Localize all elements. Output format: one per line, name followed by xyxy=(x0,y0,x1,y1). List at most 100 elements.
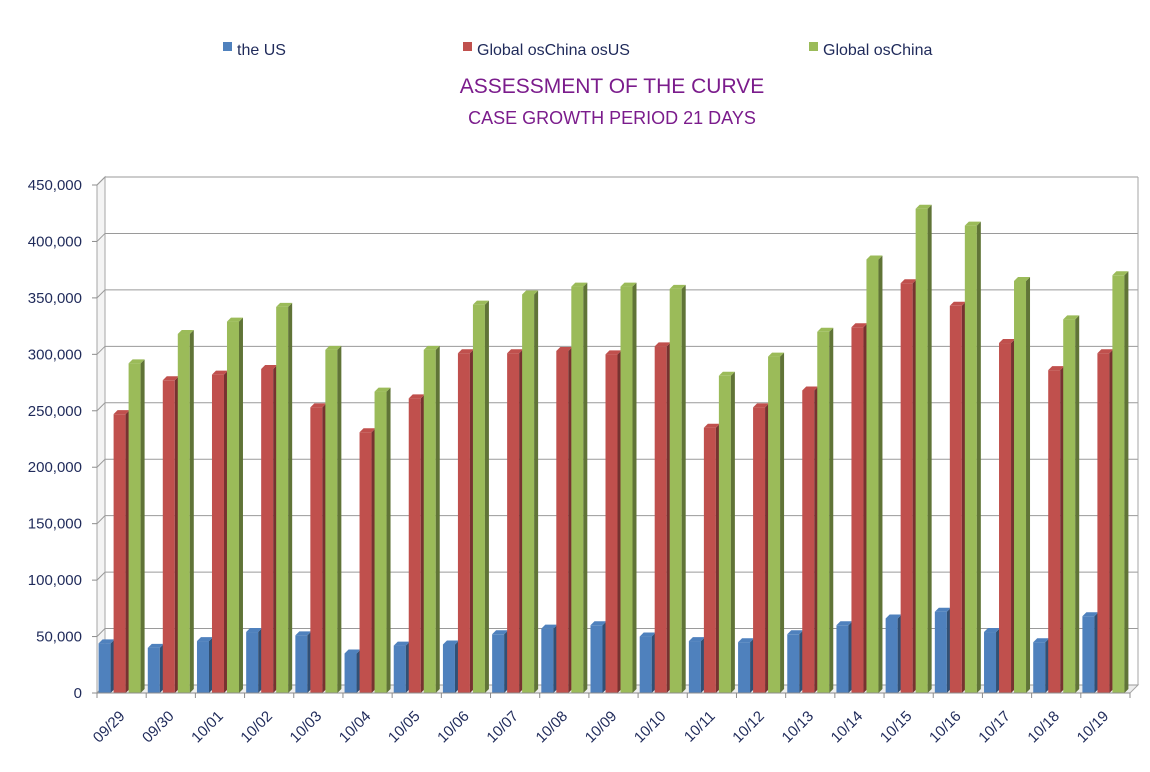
bar xyxy=(98,643,111,693)
bar-top xyxy=(753,403,770,408)
x-tick-label: 10/15 xyxy=(877,708,916,747)
bar-top xyxy=(768,352,785,357)
x-tick-label: 10/19 xyxy=(1074,708,1113,747)
bar xyxy=(226,321,239,693)
bar xyxy=(984,632,997,693)
bar xyxy=(688,641,701,693)
bar xyxy=(541,628,554,693)
bar-top xyxy=(295,631,312,636)
bar-top xyxy=(492,630,509,635)
x-tick-label: 10/10 xyxy=(631,708,670,747)
x-tick-label: 10/11 xyxy=(681,708,719,746)
bar xyxy=(295,635,308,693)
bar-top xyxy=(147,643,164,648)
legend-item-global-oschina-osus: Global osChina osUS xyxy=(463,42,630,59)
x-tick-label: 10/18 xyxy=(1024,708,1063,747)
bar xyxy=(492,634,505,693)
bar-top xyxy=(310,403,327,408)
bar-top xyxy=(211,370,228,375)
bar-top xyxy=(571,282,588,287)
bar-top xyxy=(408,394,425,399)
plot-area: 0 50,000 100,000 150,000 200,000 250,000 300,0… xyxy=(28,175,1140,747)
bar-top xyxy=(866,255,883,260)
gridline xyxy=(96,628,1138,637)
bar xyxy=(423,349,436,693)
bar-top xyxy=(934,607,951,612)
gridline xyxy=(96,402,1138,412)
bar xyxy=(147,647,160,693)
bar-top xyxy=(541,624,558,629)
bar xyxy=(885,618,898,693)
bar xyxy=(442,644,455,693)
bar-top xyxy=(359,428,376,433)
bar xyxy=(162,380,175,693)
bar-side xyxy=(189,330,194,693)
bar xyxy=(393,645,406,693)
bar-side xyxy=(681,284,686,693)
bar-top xyxy=(1063,315,1080,320)
bar xyxy=(1097,353,1110,693)
legend-swatch-global-oschina-osus xyxy=(463,42,472,51)
bar-top xyxy=(999,339,1016,344)
y-tick-label: 400,000 xyxy=(28,233,82,250)
bar-top xyxy=(1097,349,1114,354)
x-tick-label: 10/16 xyxy=(926,708,965,747)
bar xyxy=(556,350,569,693)
gridline xyxy=(96,289,1138,299)
bar xyxy=(836,625,849,693)
bar-top xyxy=(738,638,755,643)
x-tick-label: 10/09 xyxy=(582,708,621,747)
bar-top xyxy=(261,365,278,370)
bar xyxy=(949,305,962,693)
bar-side xyxy=(632,282,637,693)
bar-top xyxy=(457,349,474,354)
chart-subtitle: CASE GROWTH PERIOD 21 DAYS xyxy=(468,108,756,128)
bar xyxy=(851,327,864,693)
bar-top xyxy=(128,359,145,364)
bar-top xyxy=(276,302,293,307)
x-tick-label: 10/13 xyxy=(779,708,818,747)
bar xyxy=(177,334,190,693)
x-tick-label: 10/05 xyxy=(385,708,424,747)
bar xyxy=(1082,616,1095,693)
bar xyxy=(718,375,731,693)
bar xyxy=(1048,370,1061,693)
bar-side xyxy=(927,204,932,693)
bar-top xyxy=(98,639,115,644)
bar-top xyxy=(915,204,932,209)
bar-side xyxy=(337,345,342,693)
bar-side xyxy=(1124,271,1129,693)
bar xyxy=(507,353,520,693)
bar xyxy=(374,391,387,693)
bar xyxy=(276,306,289,693)
bar-top xyxy=(1082,612,1099,617)
bar xyxy=(128,363,141,693)
y-tick-label: 0 xyxy=(74,685,82,702)
bar-top xyxy=(393,641,410,646)
bar xyxy=(113,414,126,693)
bar-top xyxy=(703,423,720,428)
bar xyxy=(768,356,781,693)
y-tick-label: 350,000 xyxy=(28,290,82,307)
bar-side xyxy=(238,317,243,693)
bar-top xyxy=(964,221,981,226)
bar xyxy=(196,641,209,693)
bar-top xyxy=(669,284,686,289)
bar-top xyxy=(885,614,902,619)
bar-top xyxy=(1112,271,1129,276)
bar xyxy=(571,286,584,693)
bar-side xyxy=(140,359,145,693)
bar xyxy=(1014,280,1027,693)
x-tick-label: 09/29 xyxy=(90,708,129,747)
bar xyxy=(246,632,259,693)
bar xyxy=(753,407,766,693)
legend-item-us: the US xyxy=(223,42,286,59)
y-tick-label: 250,000 xyxy=(28,403,82,420)
x-tick-label: 10/06 xyxy=(434,708,473,747)
bar-side xyxy=(829,327,834,693)
bar-top xyxy=(817,327,834,332)
chart-legend: the US Global osChina osUS Global osChin… xyxy=(223,42,933,59)
bar-side xyxy=(288,302,293,693)
x-tick-label: 10/01 xyxy=(188,708,227,747)
